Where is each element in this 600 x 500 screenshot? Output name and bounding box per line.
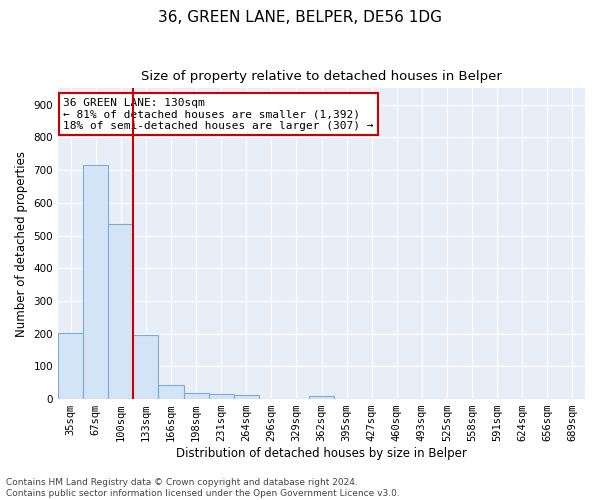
Bar (133, 334, 158, 399)
Text: Contains HM Land Registry data © Crown copyright and database right 2024.
Contai: Contains HM Land Registry data © Crown c… (6, 478, 400, 498)
Bar (158, 385, 184, 399)
X-axis label: Distribution of detached houses by size in Belper: Distribution of detached houses by size … (176, 447, 467, 460)
Text: 36, GREEN LANE, BELPER, DE56 1DG: 36, GREEN LANE, BELPER, DE56 1DG (158, 10, 442, 25)
Bar (209, 394, 233, 399)
Bar (58, 332, 83, 399)
Bar (309, 396, 334, 399)
Text: 36 GREEN LANE: 130sqm
← 81% of detached houses are smaller (1,392)
18% of semi-d: 36 GREEN LANE: 130sqm ← 81% of detached … (64, 98, 374, 131)
Bar (233, 395, 259, 399)
Bar (83, 165, 108, 399)
Title: Size of property relative to detached houses in Belper: Size of property relative to detached ho… (141, 70, 502, 83)
Y-axis label: Number of detached properties: Number of detached properties (15, 150, 28, 336)
Bar (108, 224, 133, 399)
Bar (184, 392, 209, 399)
